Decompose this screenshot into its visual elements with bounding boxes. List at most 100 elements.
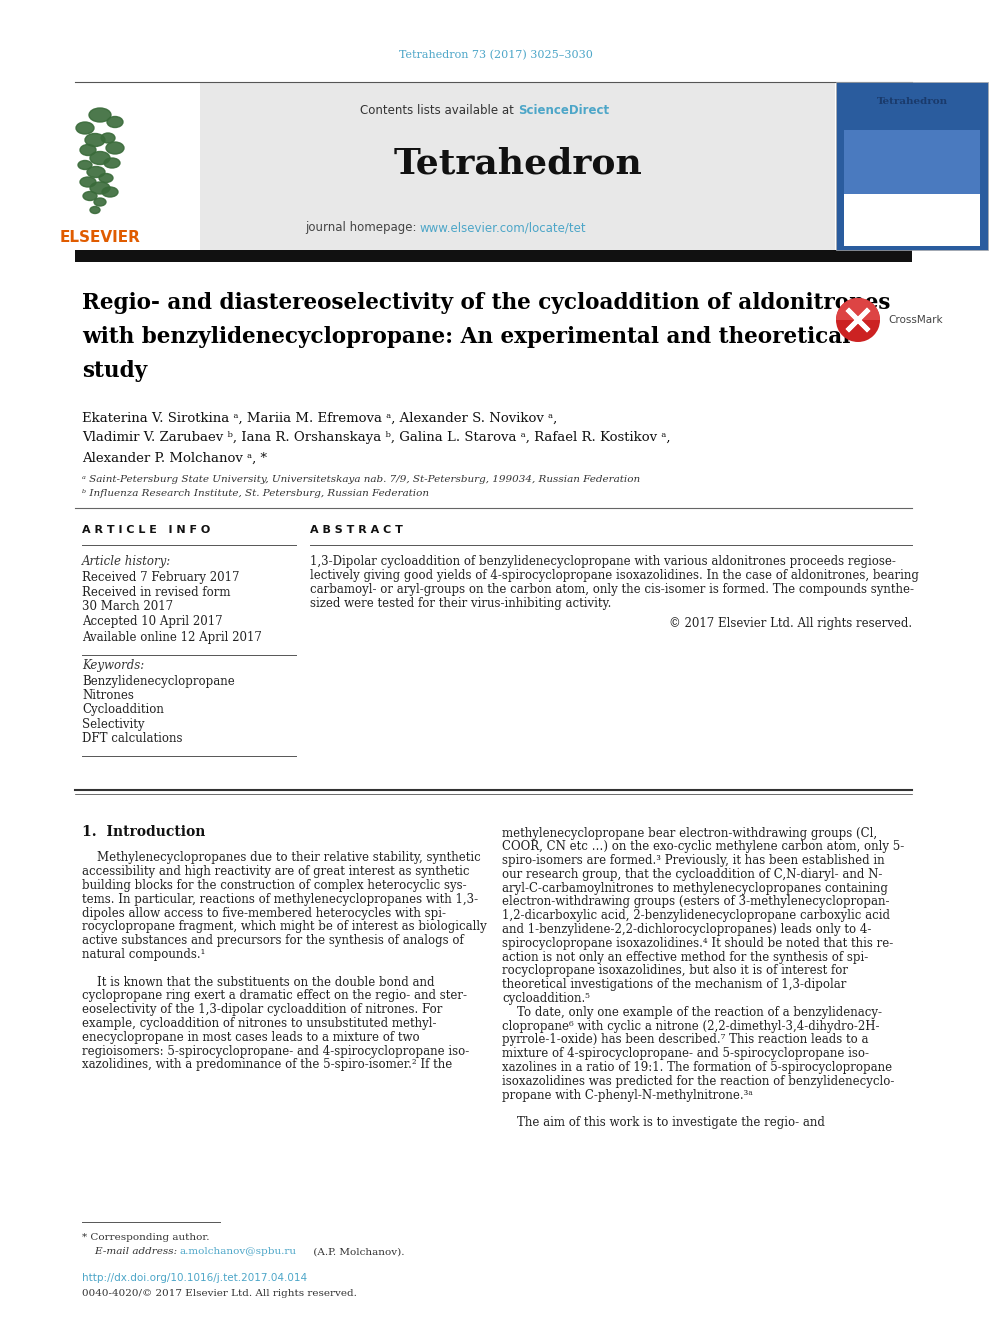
Text: natural compounds.¹: natural compounds.¹ (82, 949, 205, 960)
Ellipse shape (83, 192, 97, 201)
Text: xazolines in a ratio of 19:1. The formation of 5-spirocyclopropane: xazolines in a ratio of 19:1. The format… (502, 1061, 892, 1074)
Text: Nitrones: Nitrones (82, 689, 134, 703)
Text: action is not only an effective method for the synthesis of spi-: action is not only an effective method f… (502, 951, 868, 963)
Text: Vladimir V. Zarubaev ᵇ, Iana R. Orshanskaya ᵇ, Galina L. Starova ᵃ, Rafael R. Ko: Vladimir V. Zarubaev ᵇ, Iana R. Orshansk… (82, 431, 671, 445)
Bar (75, 250, 912, 262)
Text: Tetrahedron: Tetrahedron (394, 146, 643, 180)
Text: study: study (82, 360, 147, 382)
Text: Regio- and diastereoselectivity of the cycloaddition of aldonitrones: Regio- and diastereoselectivity of the c… (82, 292, 891, 314)
Text: 1,2-dicarboxylic acid, 2-benzylidenecyclopropane carboxylic acid: 1,2-dicarboxylic acid, 2-benzylidenecycl… (502, 909, 890, 922)
Text: spiro-isomers are formed.³ Previously, it has been established in: spiro-isomers are formed.³ Previously, i… (502, 855, 885, 867)
Ellipse shape (104, 157, 120, 168)
Text: A R T I C L E   I N F O: A R T I C L E I N F O (82, 525, 210, 534)
Text: example, cycloaddition of nitrones to unsubstituted methyl-: example, cycloaddition of nitrones to un… (82, 1017, 436, 1031)
Text: enecyclopropane in most cases leads to a mixture of two: enecyclopropane in most cases leads to a… (82, 1031, 420, 1044)
Ellipse shape (78, 160, 92, 169)
Text: mixture of 4-spirocyclopropane- and 5-spirocyclopropane iso-: mixture of 4-spirocyclopropane- and 5-sp… (502, 1048, 869, 1060)
Text: building blocks for the construction of complex heterocyclic sys-: building blocks for the construction of … (82, 878, 466, 892)
Text: http://dx.doi.org/10.1016/j.tet.2017.04.014: http://dx.doi.org/10.1016/j.tet.2017.04.… (82, 1273, 308, 1283)
Text: Alexander P. Molchanov ᵃ, *: Alexander P. Molchanov ᵃ, * (82, 451, 267, 464)
Text: rocyclopropane isoxazolidines, but also it is of interest for: rocyclopropane isoxazolidines, but also … (502, 964, 848, 978)
Text: ELSEVIER: ELSEVIER (60, 230, 141, 246)
Ellipse shape (87, 167, 105, 177)
Text: Available online 12 April 2017: Available online 12 April 2017 (82, 631, 262, 643)
Text: Cycloaddition: Cycloaddition (82, 704, 164, 717)
Text: with benzylidenecyclopropane: An experimental and theoretical: with benzylidenecyclopropane: An experim… (82, 325, 850, 348)
Text: CrossMark: CrossMark (888, 315, 942, 325)
Text: and 1-benzylidene-2,2-dichlorocyclopropanes) leads only to 4-: and 1-benzylidene-2,2-dichlorocyclopropa… (502, 923, 871, 937)
Ellipse shape (106, 142, 124, 153)
Text: 1,3-Dipolar cycloaddition of benzylidenecyclopropane with various aldonitrones p: 1,3-Dipolar cycloaddition of benzylidene… (310, 556, 896, 569)
Text: Ekaterina V. Sirotkina ᵃ, Mariia M. Efremova ᵃ, Alexander S. Novikov ᵃ,: Ekaterina V. Sirotkina ᵃ, Mariia M. Efre… (82, 411, 558, 425)
Text: A B S T R A C T: A B S T R A C T (310, 525, 403, 534)
Text: cycloaddition.⁵: cycloaddition.⁵ (502, 992, 590, 1005)
Text: journal homepage:: journal homepage: (305, 221, 420, 234)
Text: E-mail address:: E-mail address: (82, 1248, 181, 1257)
Text: sized were tested for their virus-inhibiting activity.: sized were tested for their virus-inhibi… (310, 598, 611, 610)
Text: carbamoyl- or aryl-groups on the carbon atom, only the cis-isomer is formed. The: carbamoyl- or aryl-groups on the carbon … (310, 583, 914, 597)
Text: tems. In particular, reactions of methylenecyclopropanes with 1,3-: tems. In particular, reactions of methyl… (82, 893, 478, 906)
Text: www.elsevier.com/locate/tet: www.elsevier.com/locate/tet (420, 221, 586, 234)
Text: a.molchanov@spbu.ru: a.molchanov@spbu.ru (180, 1248, 297, 1257)
Text: eoselectivity of the 1,3-dipolar cycloaddition of nitrones. For: eoselectivity of the 1,3-dipolar cycload… (82, 1003, 442, 1016)
Text: Methylenecyclopropanes due to their relative stability, synthetic: Methylenecyclopropanes due to their rela… (82, 852, 481, 864)
Text: 1.  Introduction: 1. Introduction (82, 826, 205, 839)
Bar (836, 82, 988, 250)
Text: lectively giving good yields of 4-spirocyclopropane isoxazolidines. In the case : lectively giving good yields of 4-spiroc… (310, 569, 919, 582)
Text: aryl-C-carbamoylnitrones to methylenecyclopropanes containing: aryl-C-carbamoylnitrones to methylenecyc… (502, 881, 888, 894)
Text: ScienceDirect: ScienceDirect (518, 103, 609, 116)
Text: Received 7 February 2017: Received 7 February 2017 (82, 570, 239, 583)
Ellipse shape (94, 198, 106, 206)
Text: * Corresponding author.: * Corresponding author. (82, 1233, 209, 1241)
Text: propane with C-phenyl-N-methylnitrone.³ᵃ: propane with C-phenyl-N-methylnitrone.³ᵃ (502, 1089, 753, 1102)
Bar (844, 130, 980, 194)
Text: electron-withdrawing groups (esters of 3-methylenecyclopropan-: electron-withdrawing groups (esters of 3… (502, 896, 890, 909)
Text: Received in revised form: Received in revised form (82, 586, 230, 598)
Text: our research group, that the cycloaddition of C,N-diaryl- and N-: our research group, that the cycloadditi… (502, 868, 882, 881)
Wedge shape (836, 298, 880, 320)
Ellipse shape (101, 134, 115, 143)
Text: rocyclopropane fragment, which might be of interest as biologically: rocyclopropane fragment, which might be … (82, 921, 487, 934)
Ellipse shape (76, 122, 94, 134)
Text: cyclopropane ring exert a dramatic effect on the regio- and ster-: cyclopropane ring exert a dramatic effec… (82, 990, 467, 1003)
Text: active substances and precursors for the synthesis of analogs of: active substances and precursors for the… (82, 934, 463, 947)
Text: To date, only one example of the reaction of a benzylidenacy-: To date, only one example of the reactio… (502, 1005, 882, 1019)
Text: 0040-4020/© 2017 Elsevier Ltd. All rights reserved.: 0040-4020/© 2017 Elsevier Ltd. All right… (82, 1290, 357, 1298)
Text: Keywords:: Keywords: (82, 659, 144, 672)
Ellipse shape (85, 134, 105, 147)
Text: spirocyclopropane isoxazolidines.⁴ It should be noted that this re-: spirocyclopropane isoxazolidines.⁴ It sh… (502, 937, 893, 950)
Ellipse shape (102, 187, 118, 197)
Text: accessibility and high reactivity are of great interest as synthetic: accessibility and high reactivity are of… (82, 865, 469, 878)
Text: DFT calculations: DFT calculations (82, 733, 183, 745)
Text: Contents lists available at: Contents lists available at (360, 103, 518, 116)
Ellipse shape (107, 116, 123, 127)
Text: isoxazolidines was predicted for the reaction of benzylidenecyclo-: isoxazolidines was predicted for the rea… (502, 1074, 895, 1088)
Text: 30 March 2017: 30 March 2017 (82, 601, 174, 614)
Text: Tetrahedron 73 (2017) 3025–3030: Tetrahedron 73 (2017) 3025–3030 (399, 50, 593, 60)
Text: methylenecyclopropane bear electron-withdrawing groups (Cl,: methylenecyclopropane bear electron-with… (502, 827, 877, 840)
Text: xazolidines, with a predominance of the 5-spiro-isomer.² If the: xazolidines, with a predominance of the … (82, 1058, 452, 1072)
Text: dipoles allow access to five-membered heterocycles with spi-: dipoles allow access to five-membered he… (82, 906, 446, 919)
Ellipse shape (89, 108, 111, 122)
Text: © 2017 Elsevier Ltd. All rights reserved.: © 2017 Elsevier Ltd. All rights reserved… (669, 618, 912, 631)
Text: regioisomers: 5-spirocyclopropane- and 4-spirocyclopropane iso-: regioisomers: 5-spirocyclopropane- and 4… (82, 1045, 469, 1057)
Wedge shape (836, 298, 880, 343)
Text: The aim of this work is to investigate the regio- and: The aim of this work is to investigate t… (502, 1117, 825, 1130)
Text: theoretical investigations of the mechanism of 1,3-dipolar: theoretical investigations of the mechan… (502, 978, 846, 991)
Ellipse shape (80, 144, 96, 156)
Text: clopropane⁶ with cyclic a nitrone (2,2-dimethyl-3,4-dihydro-2H-: clopropane⁶ with cyclic a nitrone (2,2-d… (502, 1020, 880, 1033)
Ellipse shape (90, 206, 100, 213)
Ellipse shape (90, 152, 110, 164)
Text: Accepted 10 April 2017: Accepted 10 April 2017 (82, 615, 222, 628)
Bar (844, 194, 980, 246)
Bar (200, 83, 835, 250)
Text: ᵃ Saint-Petersburg State University, Universitetskaya nab. 7/9, St-Petersburg, 1: ᵃ Saint-Petersburg State University, Uni… (82, 475, 640, 484)
Text: ᵇ Influenza Research Institute, St. Petersburg, Russian Federation: ᵇ Influenza Research Institute, St. Pete… (82, 490, 429, 499)
Ellipse shape (80, 177, 96, 187)
Ellipse shape (99, 173, 113, 183)
Text: pyrrole-1-oxide) has been described.⁷ This reaction leads to a: pyrrole-1-oxide) has been described.⁷ Th… (502, 1033, 869, 1046)
Ellipse shape (90, 183, 110, 194)
Text: It is known that the substituents on the double bond and: It is known that the substituents on the… (82, 975, 434, 988)
Text: Selectivity: Selectivity (82, 718, 145, 732)
Text: COOR, CN etc …) on the exo-cyclic methylene carbon atom, only 5-: COOR, CN etc …) on the exo-cyclic methyl… (502, 840, 905, 853)
